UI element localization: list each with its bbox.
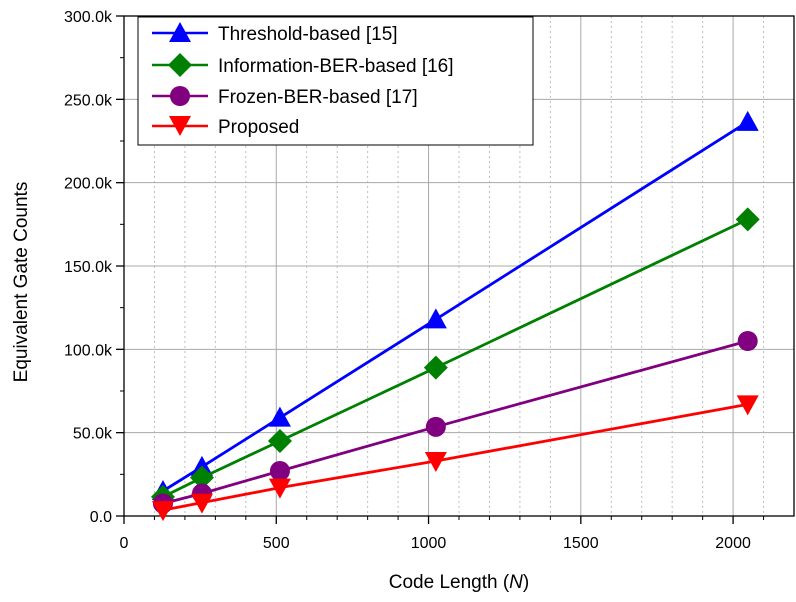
y-axis-title: Equivalent Gate Counts [11,182,32,383]
legend-label-threshold: Threshold-based [15] [218,24,398,45]
y-tick-label: 300.0k [64,9,113,26]
data-point-diamond [735,207,760,232]
y-tick-label: 250.0k [64,92,113,109]
series-layer [150,110,760,522]
data-point-diamond [267,429,292,453]
legend-label-frozen-ber: Frozen-BER-based [17] [218,87,418,108]
series-2 [150,207,760,509]
x-tick-label: 500 [263,535,290,552]
legend-entry-frozen-ber: Frozen-BER-based [17] [152,86,418,108]
data-point-triangle-down [736,395,759,416]
data-point-circle [269,461,290,481]
y-tick-label: 100.0k [64,342,113,359]
series-1 [151,110,759,500]
data-point-triangle-up [424,308,447,329]
series-4 [151,395,759,522]
data-point-diamond [189,465,214,490]
data-point-circle [737,331,758,351]
data-point-triangle-down [151,501,174,522]
legend-entry-threshold: Threshold-based [15] [152,22,398,45]
legend-marker-circle [170,86,190,106]
x-axis-title-text: Code Length ( [389,572,510,593]
series-line [162,120,749,493]
x-tick-label: 2000 [715,535,751,552]
legend-marker-triangle-down [169,116,191,136]
legend: Threshold-based [15] Information-BER-bas… [137,16,534,146]
x-tick-label: 1500 [563,535,599,552]
y-tick-label: 200.0k [64,176,113,193]
legend-box [137,16,534,146]
data-point-triangle-up [268,406,291,427]
data-point-triangle-down [190,493,213,514]
x-axis-title-close: ) [523,572,529,593]
x-axis-title: Code Length (N) [389,572,529,593]
legend-label-proposed: Proposed [218,117,299,138]
data-point-triangle-up [736,110,759,131]
series-line [162,218,749,499]
y-tick-label: 50.0k [73,426,113,443]
x-tick-label: 0 [120,535,129,552]
legend-marker-triangle-up [169,22,191,42]
legend-entry-proposed: Proposed [152,116,299,138]
x-tick-label: 1000 [411,535,447,552]
data-point-circle [425,416,446,437]
y-tick-label: 150.0k [64,259,113,276]
legend-label-information-ber: Information-BER-based [16] [218,56,454,77]
data-point-triangle-down [424,452,447,472]
x-axis-title-variable: N [509,572,523,593]
data-point-triangle-down [268,478,291,499]
axis-ticks: 0 500 1000 1500 2000 0.0 50.0k 100.0k 150.0k 200.… [64,9,765,552]
data-point-diamond [423,355,448,380]
y-tick-label: 0.0 [90,509,112,526]
legend-marker-diamond [168,53,192,77]
legend-entry-information-ber: Information-BER-based [16] [152,53,454,77]
series-line [162,339,749,505]
